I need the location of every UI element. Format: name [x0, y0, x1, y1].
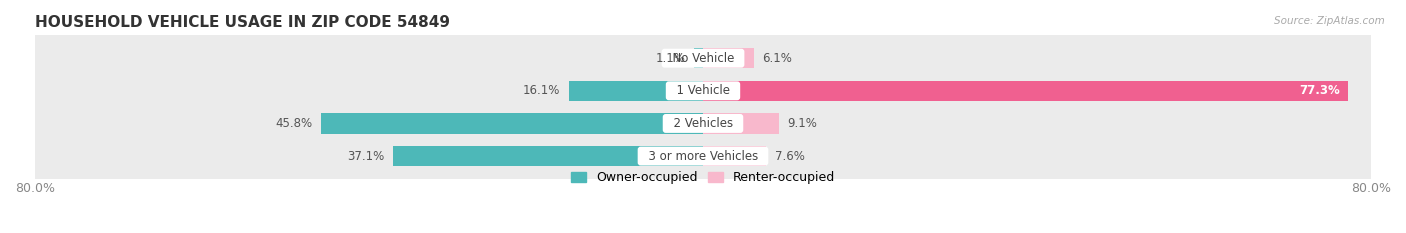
- Text: 1.1%: 1.1%: [655, 52, 686, 65]
- Bar: [568, 81, 703, 101]
- Text: 3 or more Vehicles: 3 or more Vehicles: [641, 150, 765, 163]
- Bar: [693, 48, 703, 68]
- Bar: [703, 146, 766, 166]
- FancyBboxPatch shape: [32, 118, 1374, 194]
- Text: Source: ZipAtlas.com: Source: ZipAtlas.com: [1274, 16, 1385, 26]
- Bar: [394, 146, 703, 166]
- Legend: Owner-occupied, Renter-occupied: Owner-occupied, Renter-occupied: [571, 171, 835, 184]
- Text: 6.1%: 6.1%: [762, 52, 792, 65]
- Text: 37.1%: 37.1%: [347, 150, 385, 163]
- Bar: [703, 81, 1348, 101]
- Text: 16.1%: 16.1%: [523, 84, 560, 97]
- Bar: [703, 48, 754, 68]
- Text: No Vehicle: No Vehicle: [665, 52, 741, 65]
- Text: 77.3%: 77.3%: [1299, 84, 1340, 97]
- Bar: [703, 113, 779, 134]
- Text: 9.1%: 9.1%: [787, 117, 817, 130]
- Text: 7.6%: 7.6%: [775, 150, 804, 163]
- Bar: [321, 113, 703, 134]
- Text: 45.8%: 45.8%: [276, 117, 312, 130]
- FancyBboxPatch shape: [32, 86, 1374, 161]
- Text: 1 Vehicle: 1 Vehicle: [669, 84, 737, 97]
- FancyBboxPatch shape: [32, 20, 1374, 96]
- FancyBboxPatch shape: [32, 53, 1374, 129]
- Text: HOUSEHOLD VEHICLE USAGE IN ZIP CODE 54849: HOUSEHOLD VEHICLE USAGE IN ZIP CODE 5484…: [35, 15, 450, 30]
- Text: 2 Vehicles: 2 Vehicles: [665, 117, 741, 130]
